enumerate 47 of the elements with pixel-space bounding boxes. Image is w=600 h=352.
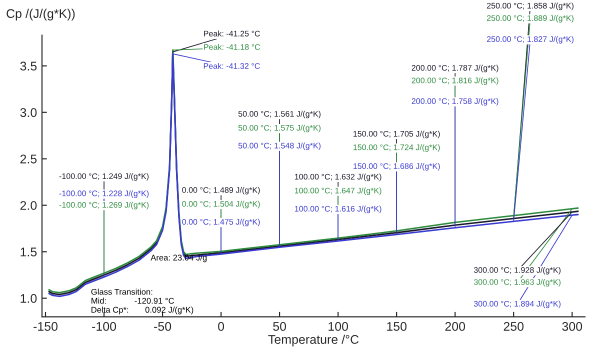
annotation: 200.00 °C; 1.816 J/(g*K) (412, 77, 498, 85)
annotation: Peak: -41.32 °C (204, 62, 260, 69)
y-tick-label: 1.0 (20, 294, 37, 303)
annotation: Area: 23.04 J/g (150, 254, 207, 262)
annotation: 150.00 °C; 1.705 J/(g*K) (354, 130, 440, 138)
annotation: -100.00 °C; 1.228 J/(g*K) (59, 190, 149, 198)
annotation: 100.00 °C; 1.647 J/(g*K) (294, 188, 382, 196)
x-tick-label: 200 (445, 322, 466, 331)
annotation: -100.00 °C; 1.249 J/(g*K) (59, 173, 149, 181)
annotation: 50.00 °C; 1.548 J/(g*K) (238, 142, 321, 150)
x-tick-label: -100 (92, 322, 116, 331)
y-tick-label: 2.0 (20, 201, 37, 210)
annotation: 200.00 °C; 1.758 J/(g*K) (412, 98, 498, 106)
x-tick-label: -50 (154, 322, 172, 331)
x-tick-label: 150 (387, 322, 407, 331)
annotation: 0.00 °C; 1.489 J/(g*K) (182, 186, 260, 194)
annotation: 50.00 °C; 1.561 J/(g*K) (238, 110, 321, 118)
annotation: 300.00 °C; 1.894 J/(g*K) (474, 300, 561, 308)
x-tick-label: 250 (504, 322, 524, 331)
annotation: 300.00 °C; 1.928 J/(g*K) (474, 266, 561, 274)
annotation: Peak: -41.25 °C (204, 30, 260, 36)
y-tick-label: 1.5 (20, 248, 37, 256)
x-axis-title: Temperature /°C (268, 334, 359, 346)
x-tick-label: 100 (328, 322, 348, 331)
annotation: 50.00 °C; 1.575 J/(g*K) (238, 124, 321, 132)
annotation: Glass Transition: Mid: -120.91 °C Delta Cp*: 0.092 J/(g*K) (91, 288, 194, 314)
annotation: 300.00 °C; 1.963 J/(g*K) (474, 278, 561, 286)
annotation: -100.00 °C; 1.269 J/(g*K) (59, 202, 149, 210)
annotation: 150.00 °C; 1.686 J/(g*K) (354, 163, 440, 171)
x-tick-label: 300 (562, 322, 582, 331)
annotation: 250.00 °C; 1.827 J/(g*K) (486, 36, 574, 44)
annotation: 200.00 °C; 1.787 J/(g*K) (412, 64, 498, 72)
y-tick-label: 2.5 (20, 154, 37, 164)
annotation: 0.00 °C; 1.475 J/(g*K) (182, 218, 260, 226)
y-tick-label: 3.5 (20, 62, 37, 71)
annotation: 150.00 °C; 1.724 J/(g*K) (354, 144, 440, 152)
y-tick-label: 3.0 (20, 108, 37, 117)
annotation: 250.00 °C; 1.858 J/(g*K) (486, 2, 574, 10)
annotation: 0.00 °C; 1.504 J/(g*K) (182, 200, 260, 208)
y-axis-title: Cp /(J/(g*K)) (6, 8, 75, 20)
annotation: 250.00 °C; 1.889 J/(g*K) (486, 15, 574, 23)
annotation: 100.00 °C; 1.616 J/(g*K) (294, 206, 382, 214)
annotation: 100.00 °C; 1.632 J/(g*K) (294, 174, 382, 182)
x-tick-label: 50 (273, 322, 286, 331)
annotation: Peak: -41.18 °C (204, 44, 260, 50)
x-tick-label: -150 (34, 322, 58, 331)
x-tick-label: 0 (218, 322, 224, 331)
